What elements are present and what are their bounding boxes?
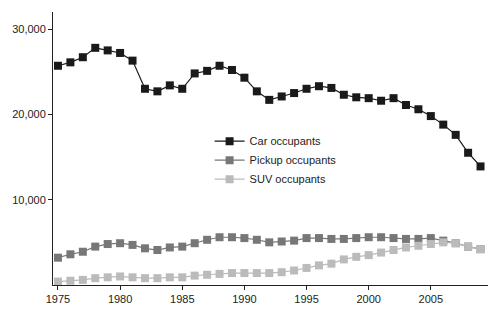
svg-text:Car occupants: Car occupants — [250, 135, 321, 147]
svg-text:1995: 1995 — [294, 293, 318, 305]
svg-text:SUV occupants: SUV occupants — [250, 173, 326, 185]
svg-text:1980: 1980 — [108, 293, 132, 305]
svg-text:1985: 1985 — [170, 293, 194, 305]
svg-text:1975: 1975 — [46, 293, 70, 305]
svg-text:20,000: 20,000 — [12, 108, 46, 120]
svg-text:30,000: 30,000 — [12, 23, 46, 35]
svg-text:1990: 1990 — [232, 293, 256, 305]
svg-text:10,000: 10,000 — [12, 194, 46, 206]
svg-text:2005: 2005 — [419, 293, 443, 305]
svg-text:2000: 2000 — [356, 293, 380, 305]
svg-text:Pickup occupants: Pickup occupants — [250, 154, 337, 166]
